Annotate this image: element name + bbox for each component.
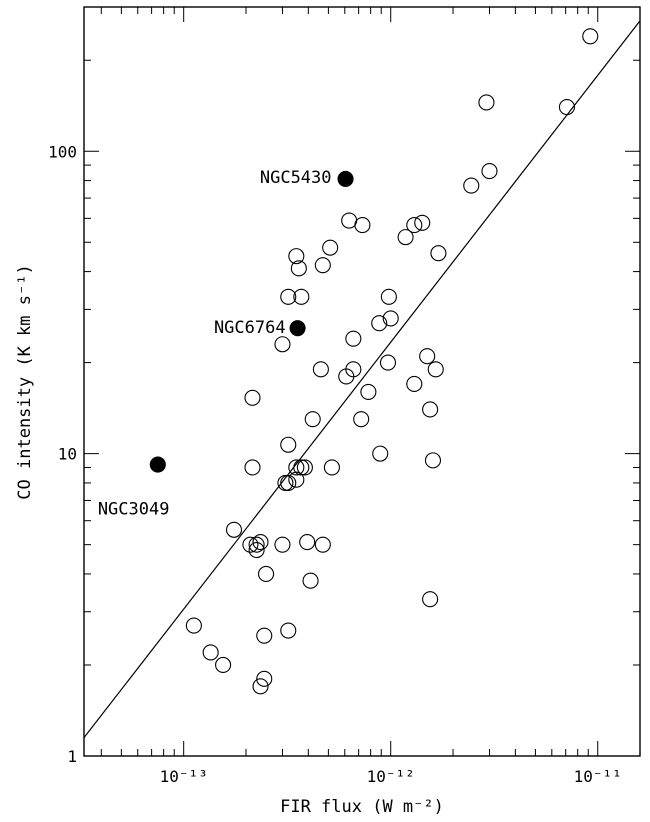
open-point [256, 627, 273, 644]
open-point [185, 617, 202, 634]
open-point [558, 99, 575, 116]
open-point [288, 248, 305, 265]
open-point [414, 214, 431, 231]
filled-point [149, 456, 166, 473]
open-point [463, 177, 480, 194]
open-point [430, 245, 447, 262]
open-point [288, 459, 305, 476]
open-point [304, 411, 321, 428]
open-point [481, 163, 498, 180]
galaxy-label: NGC5430 [260, 168, 332, 188]
open-point [406, 217, 423, 234]
galaxy-label: NGC3049 [98, 500, 170, 520]
plot-frame [83, 6, 641, 757]
axis-ticks [84, 6, 640, 757]
y-tick-label: 100 [48, 142, 77, 161]
x-tick-label: 10⁻¹¹ [574, 767, 622, 786]
open-point [360, 383, 377, 400]
open-point [338, 368, 355, 385]
open-point [244, 389, 261, 406]
y-axis-label: CO intensity (K km s⁻¹) [15, 264, 35, 499]
open-point [422, 591, 439, 608]
filled-point [337, 170, 354, 187]
galaxy-annotations: NGC5430 NGC6764 NGC3049 [98, 168, 332, 520]
open-point [382, 310, 399, 327]
axis-tick-labels: 10⁻¹³ 10⁻¹² 10⁻¹¹ 1 10 100 [48, 142, 622, 786]
open-point [397, 229, 414, 246]
open-point [427, 361, 444, 378]
x-tick-label: 10⁻¹³ [160, 767, 208, 786]
open-point [302, 572, 319, 589]
y-tick-label: 10 [58, 445, 77, 464]
open-point [293, 288, 310, 305]
open-point [280, 288, 297, 305]
open-point [424, 452, 442, 469]
x-tick-label: 10⁻¹² [367, 767, 415, 786]
open-point [299, 534, 316, 551]
open-point [379, 354, 397, 371]
open-point [225, 521, 243, 538]
open-point [274, 536, 291, 553]
open-point [422, 401, 439, 418]
open-point [371, 315, 388, 332]
open-point [252, 534, 269, 551]
open-point [248, 536, 265, 553]
data-points [149, 28, 599, 695]
open-point [258, 565, 275, 583]
open-point [296, 459, 313, 476]
open-point [380, 288, 397, 305]
open-point [312, 361, 329, 378]
open-point [322, 239, 339, 256]
open-point [406, 375, 423, 393]
open-point [288, 471, 305, 488]
fit-line [83, 20, 641, 739]
open-point [354, 217, 371, 234]
filled-point [289, 320, 306, 337]
open-point [290, 260, 307, 277]
open-point [252, 678, 269, 695]
open-point [345, 330, 362, 347]
open-point [242, 536, 259, 553]
open-point [323, 459, 340, 476]
open-point [293, 459, 310, 476]
y-tick-label: 1 [67, 747, 77, 766]
open-point [314, 536, 331, 553]
open-point [582, 28, 599, 45]
open-point [419, 348, 436, 365]
open-point [314, 257, 331, 274]
open-point [280, 436, 297, 453]
open-point [372, 445, 389, 462]
open-point [248, 541, 265, 559]
open-point [280, 622, 297, 639]
galaxy-label: NGC6764 [214, 318, 286, 338]
open-point [215, 656, 232, 674]
open-point [353, 411, 370, 428]
open-point [244, 459, 261, 476]
open-point [478, 94, 495, 111]
open-point [274, 336, 291, 353]
x-axis-label: FIR flux (W m⁻²) [280, 797, 444, 817]
open-point [280, 474, 297, 491]
open-point [256, 670, 273, 687]
open-point [202, 644, 219, 661]
